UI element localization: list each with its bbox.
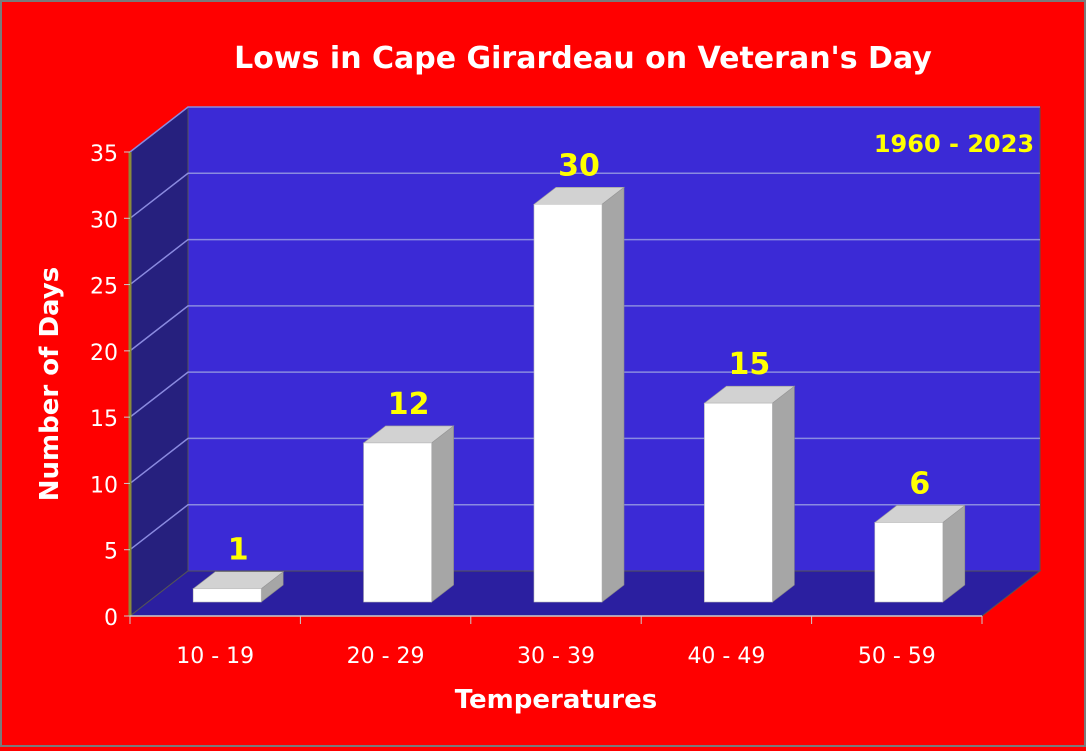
bar-front-face [704, 402, 773, 603]
bar-side-face [772, 385, 795, 603]
y-tick-label: 35 [90, 142, 118, 167]
x-tick-label: 30 - 39 [517, 644, 595, 669]
bar-front-face [533, 203, 603, 603]
data-label: 15 [729, 347, 771, 382]
y-tick-label: 25 [90, 275, 118, 300]
bar-20-29 [362, 425, 455, 603]
bar-front-face [874, 522, 944, 603]
x-tick-label: 20 - 29 [347, 644, 425, 669]
y-axis-title: Number of Days [35, 267, 65, 501]
y-tick-label: 30 [90, 208, 118, 233]
period-annotation: 1960 - 2023 [874, 130, 1034, 158]
bar-side-face [431, 425, 454, 603]
chart-title: Lows in Cape Girardeau on Veteran's Day [234, 41, 932, 76]
y-tick-label: 0 [104, 606, 118, 631]
data-label: 12 [388, 387, 430, 422]
bar-50-59 [873, 504, 966, 603]
bar-side-face [601, 186, 625, 603]
y-axis: 0 5 10 15 20 25 30 35 [90, 142, 132, 631]
y-tick-label: 15 [90, 407, 118, 432]
y-tick-label: 5 [104, 540, 118, 565]
bar-10-19 [192, 571, 285, 603]
gridline [129, 305, 1040, 352]
x-tick-label: 40 - 49 [687, 644, 765, 669]
gridline [129, 172, 1040, 219]
data-label: 30 [558, 148, 600, 183]
data-labels: 1 12 30 15 6 [228, 148, 930, 567]
bar-front-face [363, 442, 432, 603]
x-tick-label: 10 - 19 [176, 644, 254, 669]
bars [192, 186, 966, 603]
x-axis-title: Temperatures [455, 685, 658, 715]
data-label: 1 [228, 533, 249, 568]
bar-front-face [192, 588, 262, 603]
gridline [129, 238, 1040, 286]
x-axis: 10 - 19 20 - 29 30 - 39 40 - 49 50 - 59 [129, 615, 983, 669]
gridline [129, 106, 1040, 153]
bar-30-39 [533, 186, 625, 603]
side-wall [129, 105, 189, 618]
y-tick-label: 10 [90, 473, 118, 498]
bar-40-49 [703, 385, 796, 603]
gridline [129, 371, 1040, 418]
y-tick-label: 20 [90, 341, 118, 366]
x-tick-label: 50 - 59 [858, 644, 936, 669]
data-label: 6 [909, 466, 930, 501]
